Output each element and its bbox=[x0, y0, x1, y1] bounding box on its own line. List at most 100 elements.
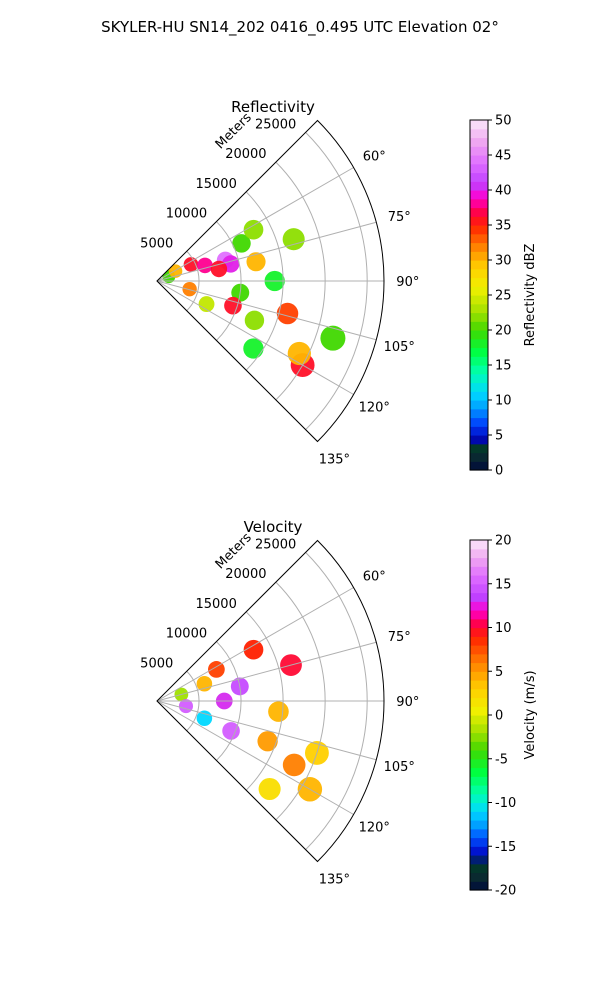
range-tick-label: 5000 bbox=[140, 236, 173, 251]
azimuth-spoke bbox=[156, 587, 354, 702]
colorbar-band bbox=[470, 408, 488, 419]
colorbar-band bbox=[470, 855, 488, 865]
azimuth-tick-label: 60° bbox=[363, 150, 386, 165]
colorbar-band bbox=[470, 688, 488, 699]
colorbar-band bbox=[470, 417, 488, 427]
colorbar-band bbox=[470, 120, 488, 130]
radar-cell bbox=[320, 325, 346, 351]
colorbar-tick-label: 50 bbox=[495, 114, 512, 129]
azimuth-tick-label: 120° bbox=[359, 820, 390, 835]
colorbar-band bbox=[470, 776, 488, 786]
azimuth-tick-label: 135° bbox=[319, 452, 350, 467]
radar-cell bbox=[282, 753, 306, 777]
colorbar-tick-label: 5 bbox=[495, 665, 503, 680]
colorbar-band bbox=[470, 732, 488, 742]
azimuth-tick-label: 90° bbox=[396, 275, 419, 290]
colorbar-tick-label: 10 bbox=[495, 621, 512, 636]
radar-cell bbox=[183, 257, 199, 272]
colorbar-tick-label: -20 bbox=[495, 884, 516, 899]
colorbar-band bbox=[470, 540, 488, 550]
colorbar-tick-label: -15 bbox=[495, 840, 516, 855]
radar-cell bbox=[224, 296, 242, 315]
azimuth-tick-label: 90° bbox=[396, 695, 419, 710]
colorbar-tick-label: 40 bbox=[495, 184, 512, 199]
radar-cell bbox=[168, 264, 183, 278]
colorbar-tick-label: 15 bbox=[495, 359, 512, 374]
colorbar-band bbox=[470, 461, 488, 471]
radar-cell bbox=[287, 341, 311, 366]
colorbar-band bbox=[470, 566, 488, 576]
azimuth-spoke bbox=[156, 280, 377, 341]
colorbar-band bbox=[470, 610, 488, 620]
colorbar-band bbox=[470, 400, 488, 410]
radar-cell bbox=[243, 639, 264, 660]
colorbar-tick-label: 15 bbox=[495, 577, 512, 592]
colorbar-band bbox=[470, 312, 488, 322]
radar-cell bbox=[196, 710, 213, 727]
range-tick-label: 5000 bbox=[140, 656, 173, 671]
colorbar-band bbox=[470, 548, 488, 559]
radar-cell bbox=[268, 701, 289, 722]
colorbar-band bbox=[470, 828, 488, 839]
radar-cell bbox=[198, 296, 215, 313]
colorbar-band bbox=[470, 680, 488, 690]
colorbar-band bbox=[470, 286, 488, 296]
colorbar-band bbox=[470, 146, 488, 156]
colorbar-band bbox=[470, 373, 488, 384]
azimuth-spoke bbox=[156, 221, 377, 282]
radar-cell bbox=[282, 228, 305, 251]
radar-cell bbox=[257, 731, 278, 752]
colorbar-band bbox=[470, 601, 488, 611]
radar-panels: Reflectivity50001000015000200002500060°7… bbox=[140, 98, 538, 899]
colorbar-band bbox=[470, 382, 488, 392]
colorbar-tick-label: 5 bbox=[495, 429, 503, 444]
colorbar-band bbox=[470, 435, 488, 445]
azimuth-spoke bbox=[156, 700, 354, 815]
colorbar-tick-label: 20 bbox=[495, 534, 512, 549]
radar-data bbox=[174, 639, 329, 802]
colorbar-band bbox=[470, 251, 488, 261]
range-tick-label: 15000 bbox=[195, 597, 236, 612]
colorbar-band bbox=[470, 820, 488, 830]
radar-cell bbox=[196, 675, 213, 692]
colorbar-tick-label: 0 bbox=[495, 709, 503, 724]
radar-data bbox=[162, 219, 346, 377]
colorbar-band bbox=[470, 198, 488, 209]
panel-title: Velocity bbox=[244, 518, 303, 536]
colorbar-band bbox=[470, 811, 488, 821]
colorbar-tick-label: -5 bbox=[495, 752, 508, 767]
colorbar-band bbox=[470, 741, 488, 751]
range-tick-label: 10000 bbox=[166, 207, 207, 222]
range-tick-label: 20000 bbox=[225, 147, 266, 162]
azimuth-spoke bbox=[156, 641, 377, 702]
colorbar-band bbox=[470, 750, 488, 760]
colorbar-band bbox=[470, 557, 488, 567]
radar-cell bbox=[258, 777, 281, 801]
radar-cell bbox=[232, 234, 251, 253]
colorbar-band bbox=[470, 365, 488, 375]
colorbar-band bbox=[470, 391, 488, 401]
colorbar-band bbox=[470, 356, 488, 366]
colorbar-band bbox=[470, 155, 488, 165]
panel-velocity: Velocity 5000 10000 15000 20000 25000 60° 75° 90… bbox=[140, 518, 538, 899]
colorbar-band bbox=[470, 697, 488, 707]
colorbar-band bbox=[470, 172, 488, 182]
colorbar-tick-label: 0 bbox=[495, 464, 503, 479]
radar-cell bbox=[210, 260, 228, 278]
colorbar-tick-label: 25 bbox=[495, 289, 512, 304]
colorbar-band bbox=[470, 793, 488, 804]
azimuth-tick-label: 60° bbox=[363, 570, 386, 585]
colorbar-band bbox=[470, 872, 488, 882]
azimuth-tick-label: 75° bbox=[388, 630, 411, 645]
colorbar-tick-label: 10 bbox=[495, 394, 512, 409]
colorbar: -20 -15 -10 -5 0 5 10 15 20 Velocity (m/s) bbox=[469, 534, 538, 899]
colorbar-band bbox=[470, 662, 488, 672]
panel-title: Reflectivity bbox=[231, 98, 315, 116]
radar-cell bbox=[244, 310, 265, 331]
range-tick-label: 10000 bbox=[166, 627, 207, 642]
range-axis-label: Meters bbox=[213, 530, 255, 572]
colorbar-band bbox=[470, 627, 488, 637]
colorbar-band bbox=[470, 802, 488, 812]
radar-cell bbox=[197, 257, 213, 274]
sector-outline bbox=[156, 539, 385, 863]
